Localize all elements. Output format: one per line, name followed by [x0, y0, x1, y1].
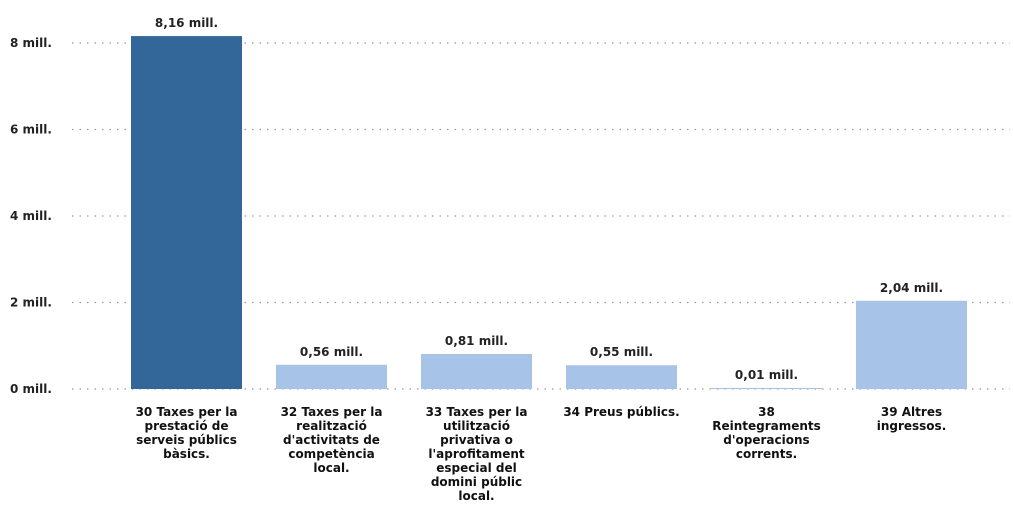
- data-label: 8,16 mill.: [155, 16, 218, 30]
- x-category-label-line: 32 Taxes per la: [281, 405, 383, 419]
- bar: [276, 364, 387, 389]
- x-category-label: 32 Taxes per la realització d'activitats d…: [281, 405, 383, 475]
- x-category-label-line: 38: [758, 405, 775, 419]
- x-category-label-line: bàsics.: [163, 447, 210, 461]
- x-category-label-line: corrents.: [736, 447, 797, 461]
- data-label: 2,04 mill.: [880, 281, 943, 295]
- data-label: 0,01 mill.: [735, 368, 798, 382]
- bar: [131, 36, 242, 390]
- y-axis-tick-labels: 0 mill. 2 mill. 4 mill. 6 mill. 8 mill.: [10, 36, 52, 396]
- y-tick-label: 8 mill.: [10, 36, 52, 50]
- x-category-label: 39 Altres ingressos.: [877, 405, 947, 433]
- x-category-label-line: ingressos.: [877, 419, 947, 433]
- bars: [131, 36, 967, 390]
- x-category-label: 30 Taxes per la prestació de serveis públi…: [136, 405, 238, 461]
- x-category-label-line: local.: [458, 489, 494, 503]
- x-category-label-line: domini públic: [431, 475, 522, 489]
- bar: [566, 365, 677, 389]
- x-category-label-line: 33 Taxes per la: [426, 405, 528, 419]
- x-category-label: 34 Preus públics.: [563, 405, 679, 419]
- data-label: 0,56 mill.: [300, 345, 363, 359]
- x-category-label-line: realització: [296, 419, 367, 433]
- x-category-label-line: competència: [288, 447, 374, 461]
- y-tick-label: 0 mill.: [10, 382, 52, 396]
- data-labels: 8,16 mill. 0,56 mill. 0,81 mill. 0,55 mill.…: [155, 16, 943, 382]
- data-label: 0,81 mill.: [445, 334, 508, 348]
- data-label: 0,55 mill.: [590, 345, 653, 359]
- x-category-label-line: privativa o: [440, 433, 513, 447]
- x-category-label-line: utilització: [443, 419, 510, 433]
- y-tick-label: 4 mill.: [10, 209, 52, 223]
- x-category-label-line: Reintegraments: [712, 419, 821, 433]
- y-tick-label: 6 mill.: [10, 123, 52, 137]
- bar: [711, 388, 822, 389]
- bar: [421, 353, 532, 389]
- x-category-label-line: local.: [313, 461, 349, 475]
- x-category-label: 33 Taxes per la utilització privativa o l'a…: [426, 405, 528, 503]
- x-category-label: 38 Reintegraments d'operacions corrents.: [712, 405, 821, 461]
- x-category-label-line: especial del: [436, 461, 516, 475]
- x-category-label-line: 30 Taxes per la: [136, 405, 238, 419]
- bar: [856, 300, 967, 389]
- x-category-label-line: 39 Altres: [881, 405, 942, 419]
- y-tick-label: 2 mill.: [10, 296, 52, 310]
- x-category-label-line: d'activitats de: [283, 433, 380, 447]
- x-category-label-line: serveis públics: [136, 433, 237, 447]
- x-category-label-line: l'aprofitament: [428, 447, 525, 461]
- x-axis-category-labels: 30 Taxes per la prestació de serveis públi…: [136, 405, 947, 503]
- x-category-label-line: prestació de: [145, 419, 229, 433]
- x-category-label-line: 34 Preus públics.: [563, 405, 679, 419]
- x-category-label-line: d'operacions: [723, 433, 809, 447]
